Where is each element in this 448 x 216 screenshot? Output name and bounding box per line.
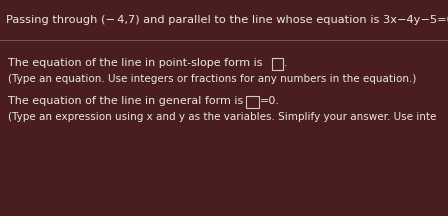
Text: Passing through (− 4,7) and parallel to the line whose equation is 3x−4y−5=0: Passing through (− 4,7) and parallel to … — [6, 15, 448, 25]
Bar — [246, 96, 259, 108]
Text: (Type an expression using x and y as the variables. Simplify your answer. Use in: (Type an expression using x and y as the… — [8, 112, 436, 122]
Text: The equation of the line in point-slope form is: The equation of the line in point-slope … — [8, 58, 266, 68]
Bar — [272, 58, 283, 70]
Text: =0.: =0. — [260, 96, 280, 106]
Text: (Type an equation. Use integers or fractions for any numbers in the equation.): (Type an equation. Use integers or fract… — [8, 74, 416, 84]
Text: The equation of the line in general form is: The equation of the line in general form… — [8, 96, 247, 106]
Text: .: . — [284, 58, 288, 68]
